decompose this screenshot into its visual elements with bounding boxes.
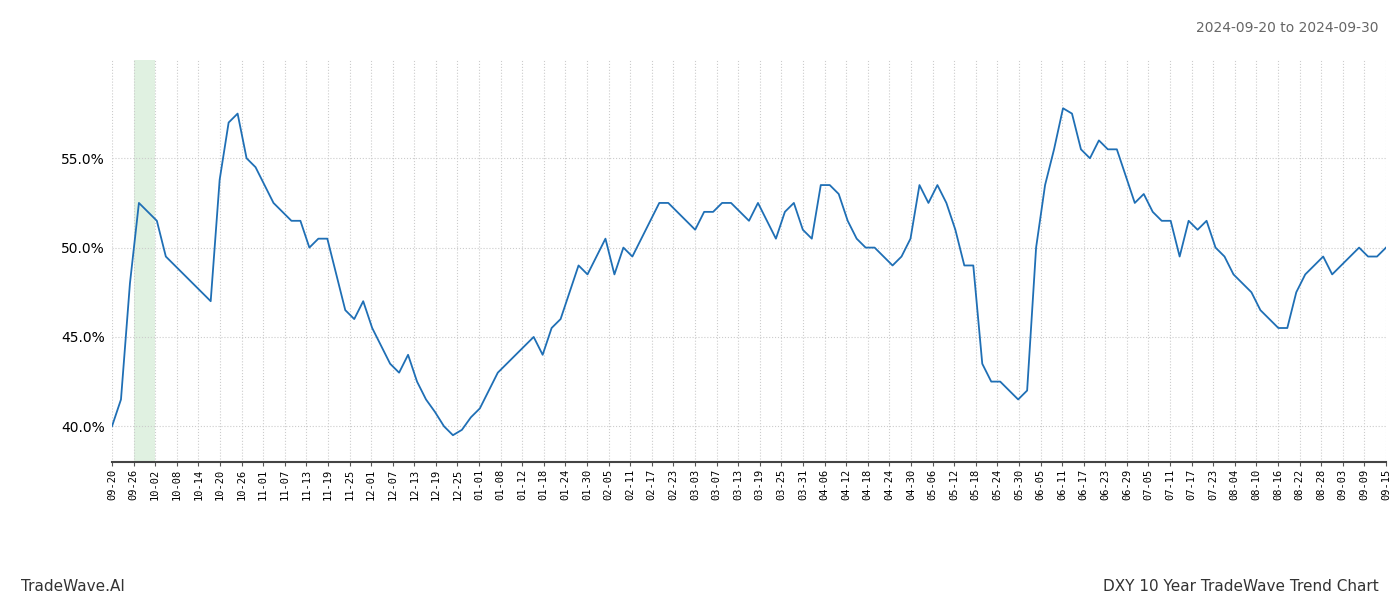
Text: TradeWave.AI: TradeWave.AI <box>21 579 125 594</box>
Text: DXY 10 Year TradeWave Trend Chart: DXY 10 Year TradeWave Trend Chart <box>1103 579 1379 594</box>
Bar <box>133 60 155 462</box>
Text: 2024-09-20 to 2024-09-30: 2024-09-20 to 2024-09-30 <box>1197 21 1379 35</box>
